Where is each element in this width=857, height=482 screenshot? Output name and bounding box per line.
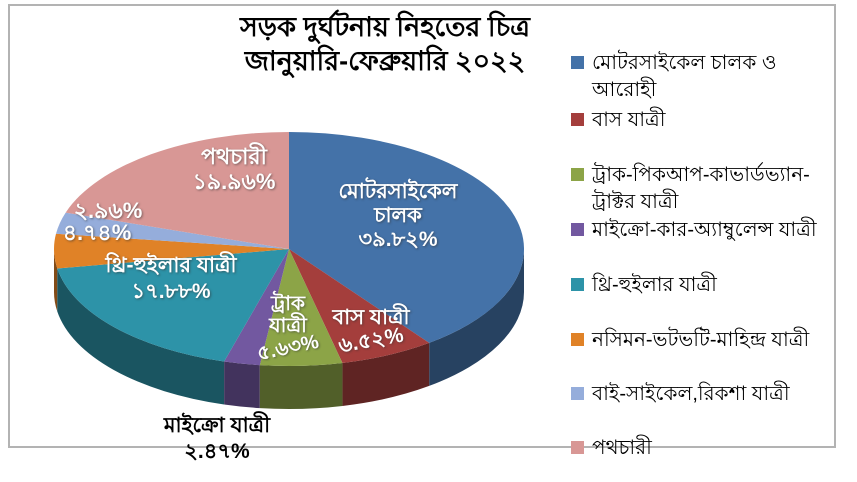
legend-color-swatch	[571, 168, 584, 181]
legend-label-line: বাস যাত্রী	[592, 109, 666, 131]
chart-title-line2: জানুয়ারি-ফেব্রুয়ারি ২০২২	[244, 46, 526, 76]
legend-item: পথচারী	[571, 435, 833, 462]
chart-title: সড়ক দুর্ঘটনায় নিহতের চিত্র জানুয়ারি-ফ…	[90, 10, 680, 78]
legend-color-swatch	[571, 387, 584, 400]
legend-label-line: ট্রাক্টর যাত্রী	[592, 191, 679, 213]
pie-slice	[54, 233, 289, 269]
legend-color-swatch	[571, 441, 584, 454]
legend-label-line: মোটরসাইকেল চালক ও	[592, 52, 777, 74]
legend-label-line: থ্রি-হুইলার যাত্রী	[592, 274, 717, 296]
pie-slice-side	[342, 342, 430, 406]
pie-slice	[224, 249, 289, 366]
legend-label-line: আরোহী	[592, 79, 657, 101]
legend-color-swatch	[571, 333, 584, 346]
legend-label: মাইক্রো-কার-অ্যাম্বুলেন্স যাত্রী	[592, 217, 817, 244]
pie-slice-side	[259, 362, 343, 410]
chart-title-line1: সড়ক দুর্ঘটনায় নিহতের চিত্র	[239, 12, 531, 42]
pie-slice-side	[57, 268, 225, 405]
legend-color-swatch	[571, 278, 584, 291]
legend-color-swatch	[571, 113, 584, 126]
legend-label: বাই-সাইকেল,রিকশা যাত্রী	[592, 381, 790, 408]
legend-color-swatch	[571, 223, 584, 236]
legend-item: ট্রাক-পিকআপ-কাভার্ডভ্যান- ট্রাক্টর যাত্রী	[571, 162, 833, 216]
pie-slice-side	[54, 249, 58, 312]
legend-item: মোটরসাইকেল চালক ও আরোহী	[571, 50, 833, 104]
legend-color-swatch	[571, 56, 584, 69]
pie-slice	[56, 212, 289, 249]
legend-item: মাইক্রো-কার-অ্যাম্বুলেন্স যাত্রী	[571, 217, 833, 244]
pie-slice	[289, 249, 430, 363]
pie-slice-side	[224, 361, 260, 409]
legend-label: নসিমন-ভটভটি-মাহিন্দ্র যাত্রী	[592, 327, 809, 354]
legend-label: থ্রি-হুইলার যাত্রী	[592, 272, 717, 299]
pie-slice	[57, 249, 289, 362]
legend-label-line: নসিমন-ভটভটি-মাহিন্দ্র যাত্রী	[592, 329, 810, 351]
pie-slice-side	[429, 249, 525, 386]
legend-label-line: পথচারী	[592, 437, 652, 459]
pie-slice	[65, 132, 289, 249]
legend-label-line: মাইক্রো-কার-অ্যাম্বুলেন্স যাত্রী	[592, 219, 817, 241]
legend-label: ট্রাক-পিকআপ-কাভার্ডভ্যান- ট্রাক্টর যাত্রী	[592, 162, 810, 216]
legend-item: থ্রি-হুইলার যাত্রী	[571, 272, 833, 299]
legend-label-line: বাই-সাইকেল,রিকশা যাত্রী	[592, 383, 790, 405]
pie-slice	[259, 249, 343, 367]
legend-item: বাস যাত্রী	[571, 107, 833, 134]
legend-label: মোটরসাইকেল চালক ও আরোহী	[592, 50, 777, 104]
legend-item: নসিমন-ভটভটি-মাহিন্দ্র যাত্রী	[571, 327, 833, 354]
legend-label-line: ট্রাক-পিকআপ-কাভার্ডভ্যান-	[592, 164, 810, 186]
legend-label: বাস যাত্রী	[592, 107, 665, 134]
pie-slice	[289, 132, 525, 343]
legend-item: বাই-সাইকেল,রিকশা যাত্রী	[571, 381, 833, 408]
legend-label: পথচারী	[592, 435, 652, 462]
